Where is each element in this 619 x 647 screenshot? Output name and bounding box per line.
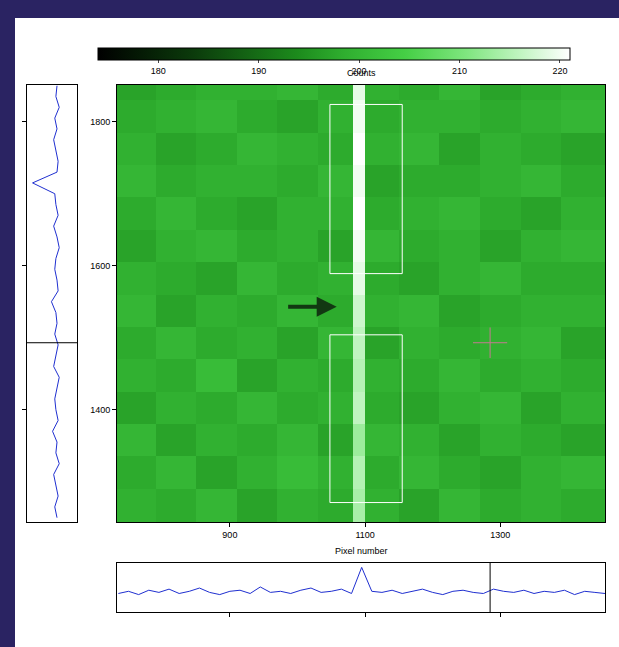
svg-text:Counts: Counts (347, 68, 376, 78)
svg-text:220: 220 (552, 66, 567, 76)
svg-text:1800: 1800 (90, 117, 110, 127)
svg-text:190: 190 (251, 66, 266, 76)
svg-text:210: 210 (452, 66, 467, 76)
svg-text:900: 900 (222, 530, 237, 540)
svg-text:200: 200 (352, 66, 367, 76)
svg-text:1400: 1400 (90, 405, 110, 415)
svg-text:1600: 1600 (90, 261, 110, 271)
svg-text:1100: 1100 (355, 530, 374, 540)
svg-text:180: 180 (151, 66, 166, 76)
svg-text:1300: 1300 (490, 530, 510, 540)
svg-text:Pixel number: Pixel number (335, 546, 388, 556)
